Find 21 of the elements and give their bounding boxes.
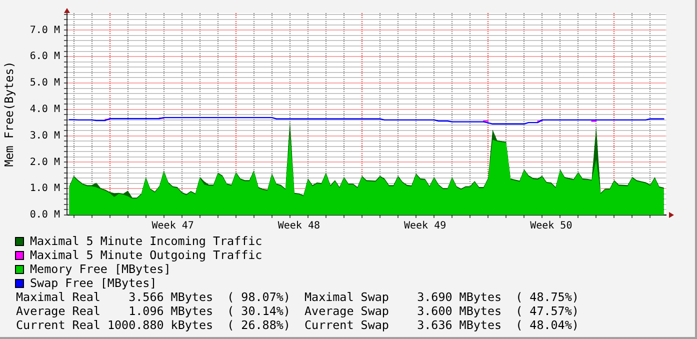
y-tick-label: 2.0 M bbox=[30, 156, 60, 168]
legend-label: Swap Free [MBytes] bbox=[30, 276, 157, 290]
y-tick-label: 5.0 M bbox=[30, 78, 60, 89]
y-tick-label: 1.0 M bbox=[30, 183, 60, 194]
y-tick-label: 6.0 M bbox=[30, 51, 60, 62]
x-tick-label: Week 50 bbox=[530, 220, 572, 232]
x-tick-label: Week 48 bbox=[278, 220, 320, 232]
text: Average Real 1.096 MBytes ( 30.14%) Average Swap 3.600 MBytes ( 47.57%) bbox=[16, 304, 579, 318]
legend-label: Maximal 5 Minute Incoming Traffic bbox=[30, 234, 262, 248]
legend-label: Memory Free [MBytes] bbox=[30, 262, 171, 276]
y-tick-label: 4.0 M bbox=[30, 104, 60, 115]
text: Current Real 1000.880 kBytes ( 26.88%) Current Swap 3.636 MBytes ( 48.04%) bbox=[16, 318, 579, 332]
y-axis-title: Mem Free(Bytes) bbox=[2, 61, 16, 167]
y-tick-label: 3.0 M bbox=[30, 130, 60, 142]
text: Maximal Real 3.566 MBytes ( 98.07%) Maximal Swap 3.690 MBytes ( 48.75%) bbox=[16, 290, 579, 304]
x-tick-label: Week 47 bbox=[152, 220, 194, 232]
x-tick-label: Week 49 bbox=[404, 220, 446, 232]
line-series bbox=[68, 116, 664, 124]
y-tick-label: 7.0 M bbox=[30, 24, 60, 36]
y-tick-label: 0.0 M bbox=[30, 210, 60, 221]
legend-label: Maximal 5 Minute Outgoing Traffic bbox=[30, 248, 262, 262]
